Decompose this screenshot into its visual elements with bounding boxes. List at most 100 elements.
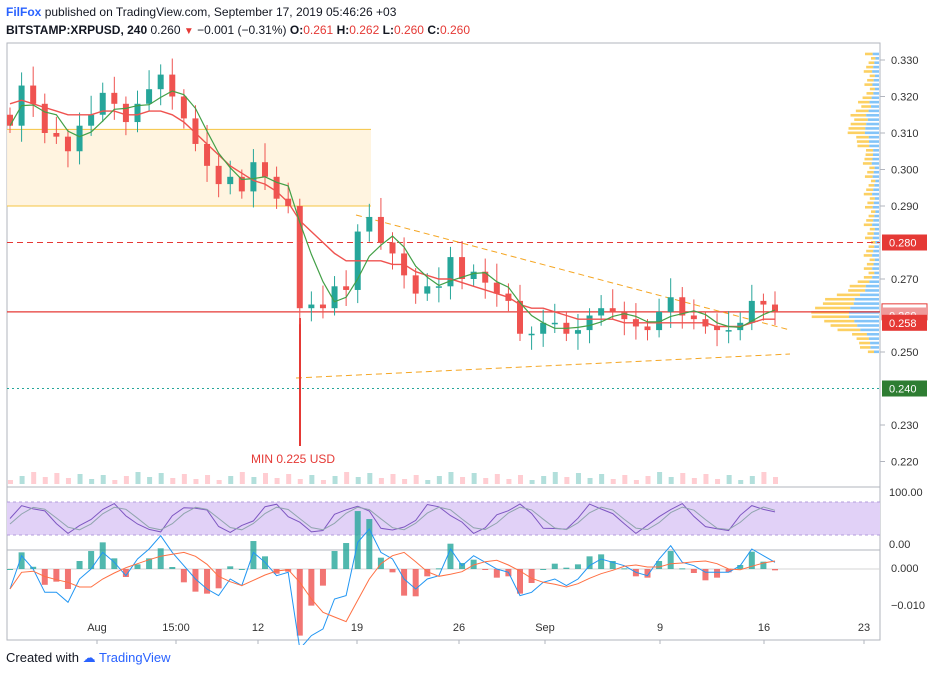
candle-body[interactable] xyxy=(493,282,500,294)
macd-hist-bar xyxy=(493,569,500,578)
candle-body[interactable] xyxy=(644,326,651,331)
volume-bar xyxy=(42,477,48,484)
profile-bar-up xyxy=(869,258,875,262)
candle-body[interactable] xyxy=(482,271,489,283)
candle-body[interactable] xyxy=(308,304,315,309)
candle-body[interactable] xyxy=(366,216,373,232)
candle-body[interactable] xyxy=(760,300,767,305)
candle-body[interactable] xyxy=(435,286,442,288)
candle-body[interactable] xyxy=(748,300,755,323)
candle-body[interactable] xyxy=(296,206,303,309)
candle-body[interactable] xyxy=(64,136,71,152)
candle-body[interactable] xyxy=(725,330,732,332)
volume-bar xyxy=(112,480,118,484)
candle-body[interactable] xyxy=(238,176,245,192)
moving-average-line[interactable] xyxy=(9,99,775,328)
profile-bar-down xyxy=(871,162,879,165)
profile-bar-up xyxy=(868,245,875,248)
macd-hist-bar xyxy=(528,569,535,583)
candle-body[interactable] xyxy=(319,304,326,309)
macd-hist-bar xyxy=(667,551,674,569)
candle-body[interactable] xyxy=(690,315,697,320)
candle-body[interactable] xyxy=(250,162,257,192)
candle-body[interactable] xyxy=(343,286,350,290)
fast-average-line[interactable] xyxy=(9,90,776,329)
candle-body[interactable] xyxy=(227,176,234,185)
profile-bar-up xyxy=(815,306,851,310)
macd-line[interactable] xyxy=(9,528,776,645)
time-tick-label: 12 xyxy=(252,622,264,634)
candle-body[interactable] xyxy=(551,322,558,325)
candle-body[interactable] xyxy=(146,89,153,104)
oscillator-k-line[interactable] xyxy=(9,502,776,535)
time-axis[interactable]: Aug 15:00 12 19 26 Sep 9 16 23 xyxy=(87,622,870,644)
profile-bar-down xyxy=(874,197,879,200)
candle-body[interactable] xyxy=(540,322,547,334)
min-annotation[interactable]: MIN 0.225 USD xyxy=(251,452,335,466)
candle-body[interactable] xyxy=(586,315,593,331)
candle-body[interactable] xyxy=(331,286,338,309)
low-value: 0.260 xyxy=(393,23,424,37)
candle-body[interactable] xyxy=(377,216,384,243)
candle-body[interactable] xyxy=(447,257,454,287)
profile-bar-up xyxy=(871,210,876,213)
oscillator-d-line[interactable] xyxy=(9,506,776,531)
candle-body[interactable] xyxy=(470,271,477,279)
candle-body[interactable] xyxy=(772,304,778,312)
price-label-text: 0.258 xyxy=(889,318,917,330)
profile-bar-up xyxy=(867,350,875,354)
profile-bar-up xyxy=(869,74,875,78)
candle-body[interactable] xyxy=(76,125,83,152)
candle-body[interactable] xyxy=(424,286,431,294)
candle-body[interactable] xyxy=(88,114,95,126)
candle-body[interactable] xyxy=(180,96,187,119)
profile-bar-down xyxy=(872,157,879,161)
price-chart[interactable]: MIN 0.225 USD 0.3300.3200.3100.3000.2900… xyxy=(0,0,939,645)
candle-body[interactable] xyxy=(389,242,396,254)
candle-body[interactable] xyxy=(99,92,106,115)
candle-body[interactable] xyxy=(574,330,581,334)
profile-bar-up xyxy=(870,57,876,60)
candle-body[interactable] xyxy=(621,311,628,320)
candle-body[interactable] xyxy=(122,103,129,123)
candle-body[interactable] xyxy=(7,114,13,126)
profile-bar-up xyxy=(863,223,873,227)
candle-body[interactable] xyxy=(157,74,164,90)
candle-body[interactable] xyxy=(262,162,268,177)
candle-body[interactable] xyxy=(667,297,674,312)
candle-body[interactable] xyxy=(273,176,280,199)
volume-bar xyxy=(344,472,350,484)
candle-body[interactable] xyxy=(41,103,48,133)
candle-body[interactable] xyxy=(192,118,199,144)
candle-body[interactable] xyxy=(609,308,616,312)
candle-body[interactable] xyxy=(679,297,686,316)
candle-body[interactable] xyxy=(528,333,535,336)
candle-body[interactable] xyxy=(169,74,176,97)
candle-body[interactable] xyxy=(598,308,605,316)
profile-bar-up xyxy=(850,122,867,126)
candle-body[interactable] xyxy=(134,103,141,123)
author-name[interactable]: FilFox xyxy=(6,5,42,19)
candle-body[interactable] xyxy=(412,275,419,294)
tradingview-link[interactable]: TradingView xyxy=(99,650,171,665)
volume-bar xyxy=(239,472,245,484)
macd-hist-bar xyxy=(447,543,454,569)
profile-bar-up xyxy=(866,262,874,266)
candle-body[interactable] xyxy=(204,143,211,166)
macd-signal-line[interactable] xyxy=(9,551,776,623)
lower-trendline[interactable] xyxy=(295,353,791,379)
candle-body[interactable] xyxy=(459,257,466,279)
candle-body[interactable] xyxy=(517,300,523,334)
macd-hist-bar xyxy=(690,569,697,573)
candle-body[interactable] xyxy=(30,85,37,104)
candle-body[interactable] xyxy=(111,92,118,104)
profile-bar-down xyxy=(873,249,879,253)
range-zone[interactable] xyxy=(7,129,371,206)
tradingview-logo-icon: ☁ xyxy=(82,650,96,665)
macd-hist-bar xyxy=(702,569,709,581)
candle-body[interactable] xyxy=(714,326,721,331)
candle-body[interactable] xyxy=(215,165,222,185)
candle-body[interactable] xyxy=(656,311,663,331)
upper-trendline[interactable] xyxy=(355,214,791,331)
candle-body[interactable] xyxy=(53,133,60,137)
